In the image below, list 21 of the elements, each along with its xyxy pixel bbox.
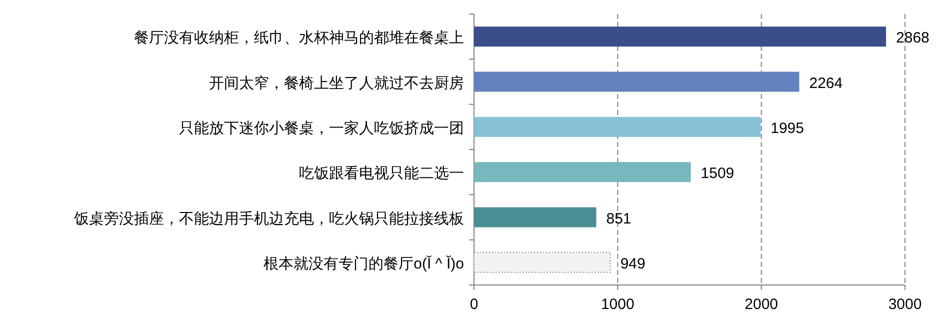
data-label: 851 bbox=[606, 210, 632, 228]
y-tick-label: 饭桌旁没插座，不能边用手机边充电，吃火锅只能拉接线板 bbox=[73, 210, 464, 228]
y-tick-label: 吃饭跟看电视只能二选一 bbox=[299, 165, 464, 182]
x-tick-label: 3000 bbox=[888, 296, 922, 313]
bar bbox=[474, 162, 691, 182]
bar bbox=[474, 207, 596, 228]
data-label: 1509 bbox=[700, 165, 734, 182]
y-tick-label: 开间太窄，餐椅上坐了人就过不去厨房 bbox=[209, 74, 464, 92]
bar bbox=[474, 26, 886, 47]
y-tick-label: 只能放下迷你小餐桌，一家人吃饭挤成一团 bbox=[179, 120, 464, 137]
data-label: 2868 bbox=[896, 30, 930, 47]
bar bbox=[474, 116, 761, 137]
y-tick-label: 根本就没有专门的餐厅o(Ĭ ^ Ĭ)o bbox=[264, 254, 464, 272]
data-label: 1995 bbox=[770, 120, 804, 137]
x-tick-label: 2000 bbox=[744, 296, 778, 313]
y-tick-label: 餐厅没有收纳柜，纸巾、水杯神马的都堆在餐桌上 bbox=[134, 30, 464, 47]
x-tick-label: 0 bbox=[470, 296, 478, 313]
bar bbox=[474, 72, 800, 92]
data-label: 2264 bbox=[809, 74, 843, 92]
data-label: 949 bbox=[620, 255, 646, 272]
x-tick-label: 1000 bbox=[600, 296, 634, 313]
